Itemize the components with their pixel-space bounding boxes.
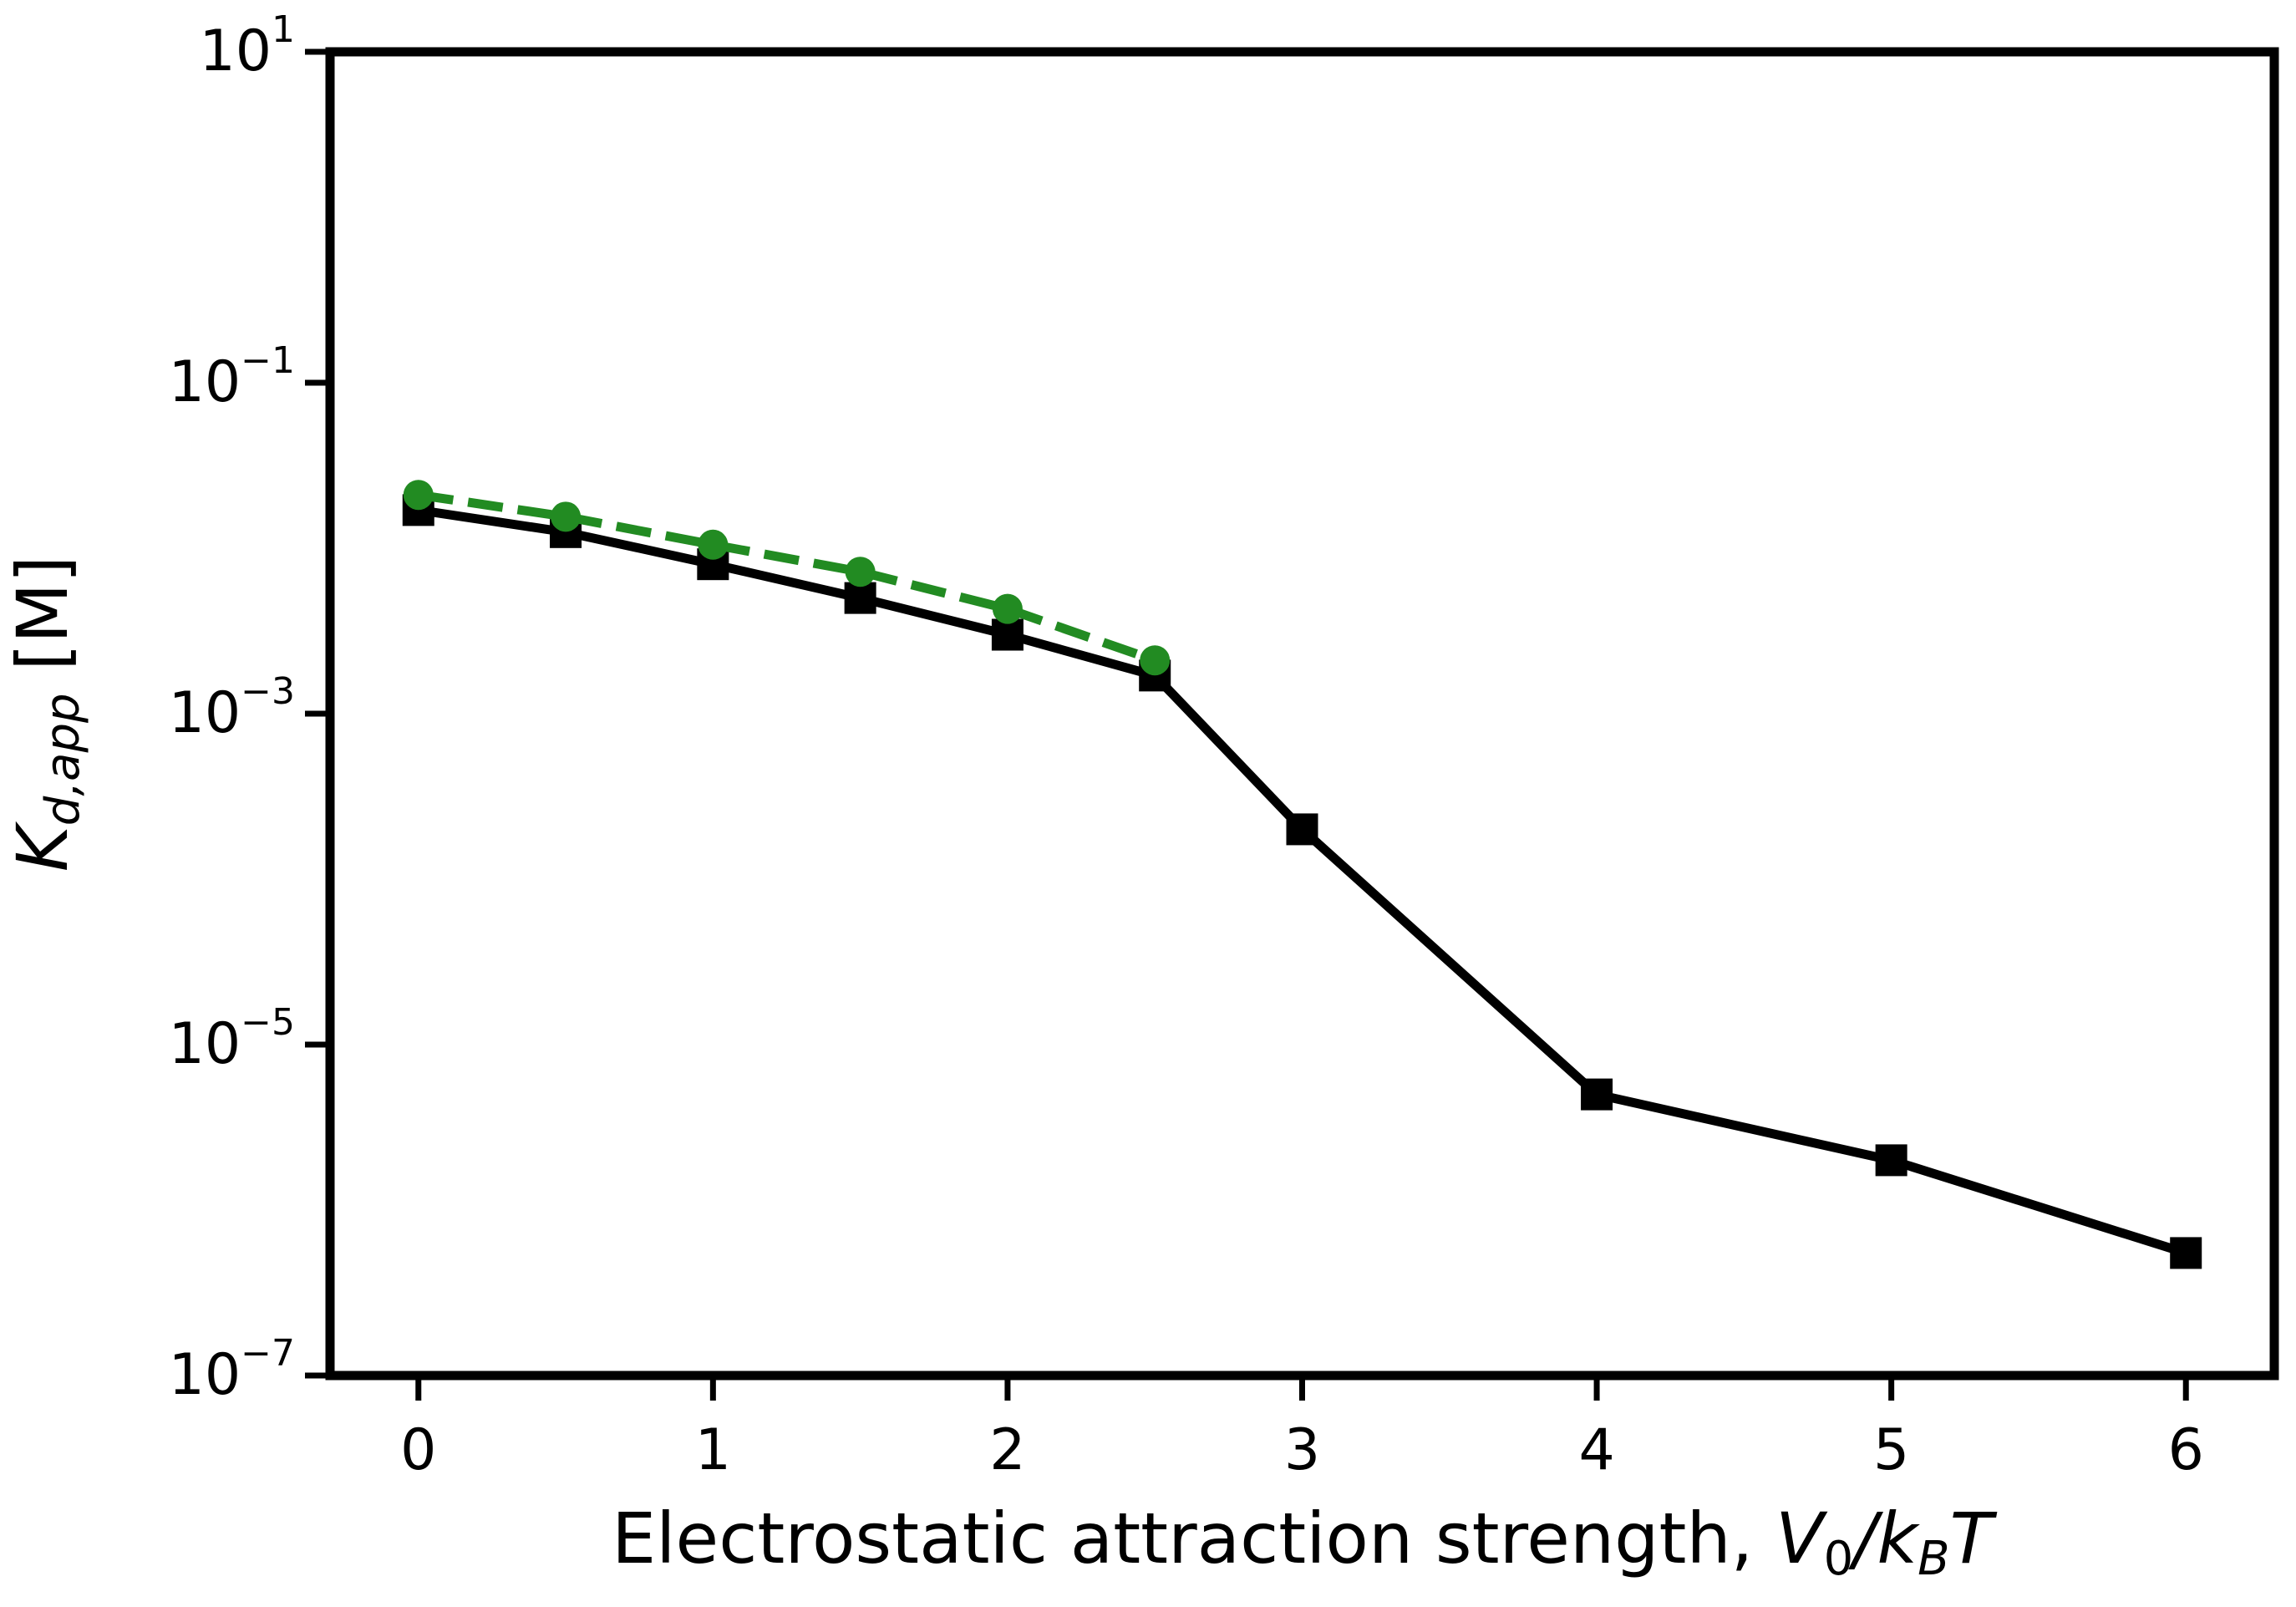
y-tick-label-base: 10 <box>169 1011 241 1077</box>
series-1 <box>403 480 1171 676</box>
series-1-line <box>417 490 1157 665</box>
x-axis-label-var-sub: 0 <box>1824 1532 1854 1586</box>
y-tick-label: 101 <box>199 8 295 84</box>
y-tick-label-exponent: 1 <box>272 8 295 51</box>
y-tick-label-exponent: −3 <box>241 670 295 713</box>
y-tick-label: 10−3 <box>169 670 295 746</box>
x-axis-label-t: T <box>1950 1498 1998 1579</box>
y-tick-label: 10−1 <box>169 339 295 415</box>
y-tick-label-exponent: −5 <box>241 1001 295 1044</box>
series-0-point <box>991 618 1024 651</box>
x-axis-label-prefix: Electrostatic attraction strength, <box>612 1498 1775 1579</box>
x-axis-label: Electrostatic attraction strength, V0/kB… <box>612 1498 1997 1586</box>
series-1-point <box>845 557 876 587</box>
series-1-point <box>992 593 1023 624</box>
y-tick-label: 10−7 <box>169 1332 295 1408</box>
series-0-point <box>1875 1144 1907 1177</box>
series-1-point <box>1140 645 1171 676</box>
series-0-point <box>844 582 876 614</box>
series-1-point <box>403 480 434 511</box>
y-axis-label-unit: [M] <box>2 556 84 694</box>
y-tick-label-base: 10 <box>169 349 241 415</box>
series-layer <box>402 480 2202 1269</box>
series-0-point <box>1581 1078 1613 1111</box>
y-tick-label-exponent: −7 <box>241 1332 295 1375</box>
x-tick-label: 4 <box>1578 1417 1614 1483</box>
x-tick-label: 0 <box>400 1417 436 1483</box>
x-tick-label: 5 <box>1873 1417 1909 1483</box>
x-axis-label-slash-k: /k <box>1847 1498 1920 1579</box>
series-0-point <box>1286 813 1318 846</box>
y-tick-label: 10−5 <box>169 1001 295 1077</box>
series-0-point <box>2170 1237 2202 1269</box>
y-axis-label-symbol: K <box>2 821 84 872</box>
x-tick-label: 3 <box>1284 1417 1320 1483</box>
y-tick-label-base: 10 <box>169 1342 241 1408</box>
y-axis-label: Kd,app [M] <box>2 556 90 872</box>
y-axis-label-subscript: d,app <box>36 693 90 826</box>
x-axis-label-var: V <box>1775 1498 1828 1579</box>
x-tick-label: 2 <box>989 1417 1025 1483</box>
series-1-point <box>698 529 729 560</box>
y-tick-label-base: 10 <box>169 680 241 746</box>
series-1-point <box>551 501 582 532</box>
x-tick-label: 1 <box>695 1417 731 1483</box>
x-axis-label-k-sub: B <box>1918 1532 1949 1586</box>
x-tick-label: 6 <box>2168 1417 2204 1483</box>
series-0-line <box>417 505 2187 1258</box>
y-tick-label-base: 10 <box>199 18 272 84</box>
y-tick-label-exponent: −1 <box>241 339 295 382</box>
